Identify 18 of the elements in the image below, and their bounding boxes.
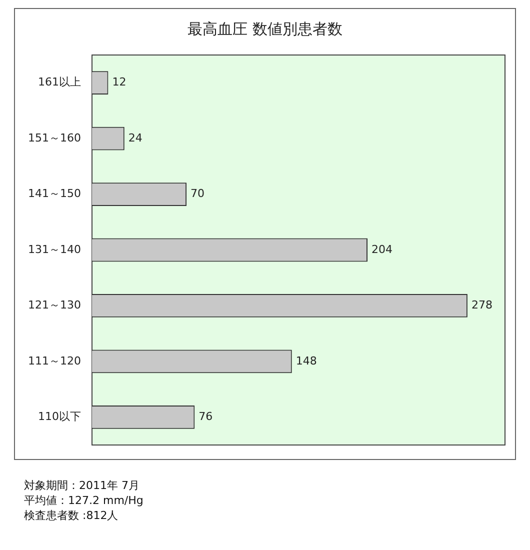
- chart-title: 最高血圧 数値別患者数: [188, 20, 342, 38]
- y-tick-label: 121～130: [28, 298, 81, 312]
- y-tick-label: 161以上: [38, 76, 81, 89]
- data-label: 148: [296, 354, 317, 368]
- y-tick-label: 110以下: [38, 410, 81, 423]
- data-label: 204: [372, 242, 393, 256]
- text: 検査患者数 :812人: [24, 508, 120, 523]
- data-label: 76: [198, 410, 213, 423]
- text: 平均値：127.2 mm/Hg: [24, 493, 144, 508]
- y-tick-label: 131～140: [28, 242, 81, 256]
- data-label: 70: [190, 187, 205, 200]
- text: 対象期間：2011年 7月: [24, 478, 140, 493]
- data-label: 278: [471, 298, 492, 312]
- data-label: 24: [128, 131, 142, 144]
- y-tick-label: 151～160: [28, 131, 81, 144]
- y-tick-label: 141～150: [28, 187, 81, 200]
- data-label: 12: [112, 76, 126, 89]
- y-tick-label: 111～120: [28, 354, 81, 368]
